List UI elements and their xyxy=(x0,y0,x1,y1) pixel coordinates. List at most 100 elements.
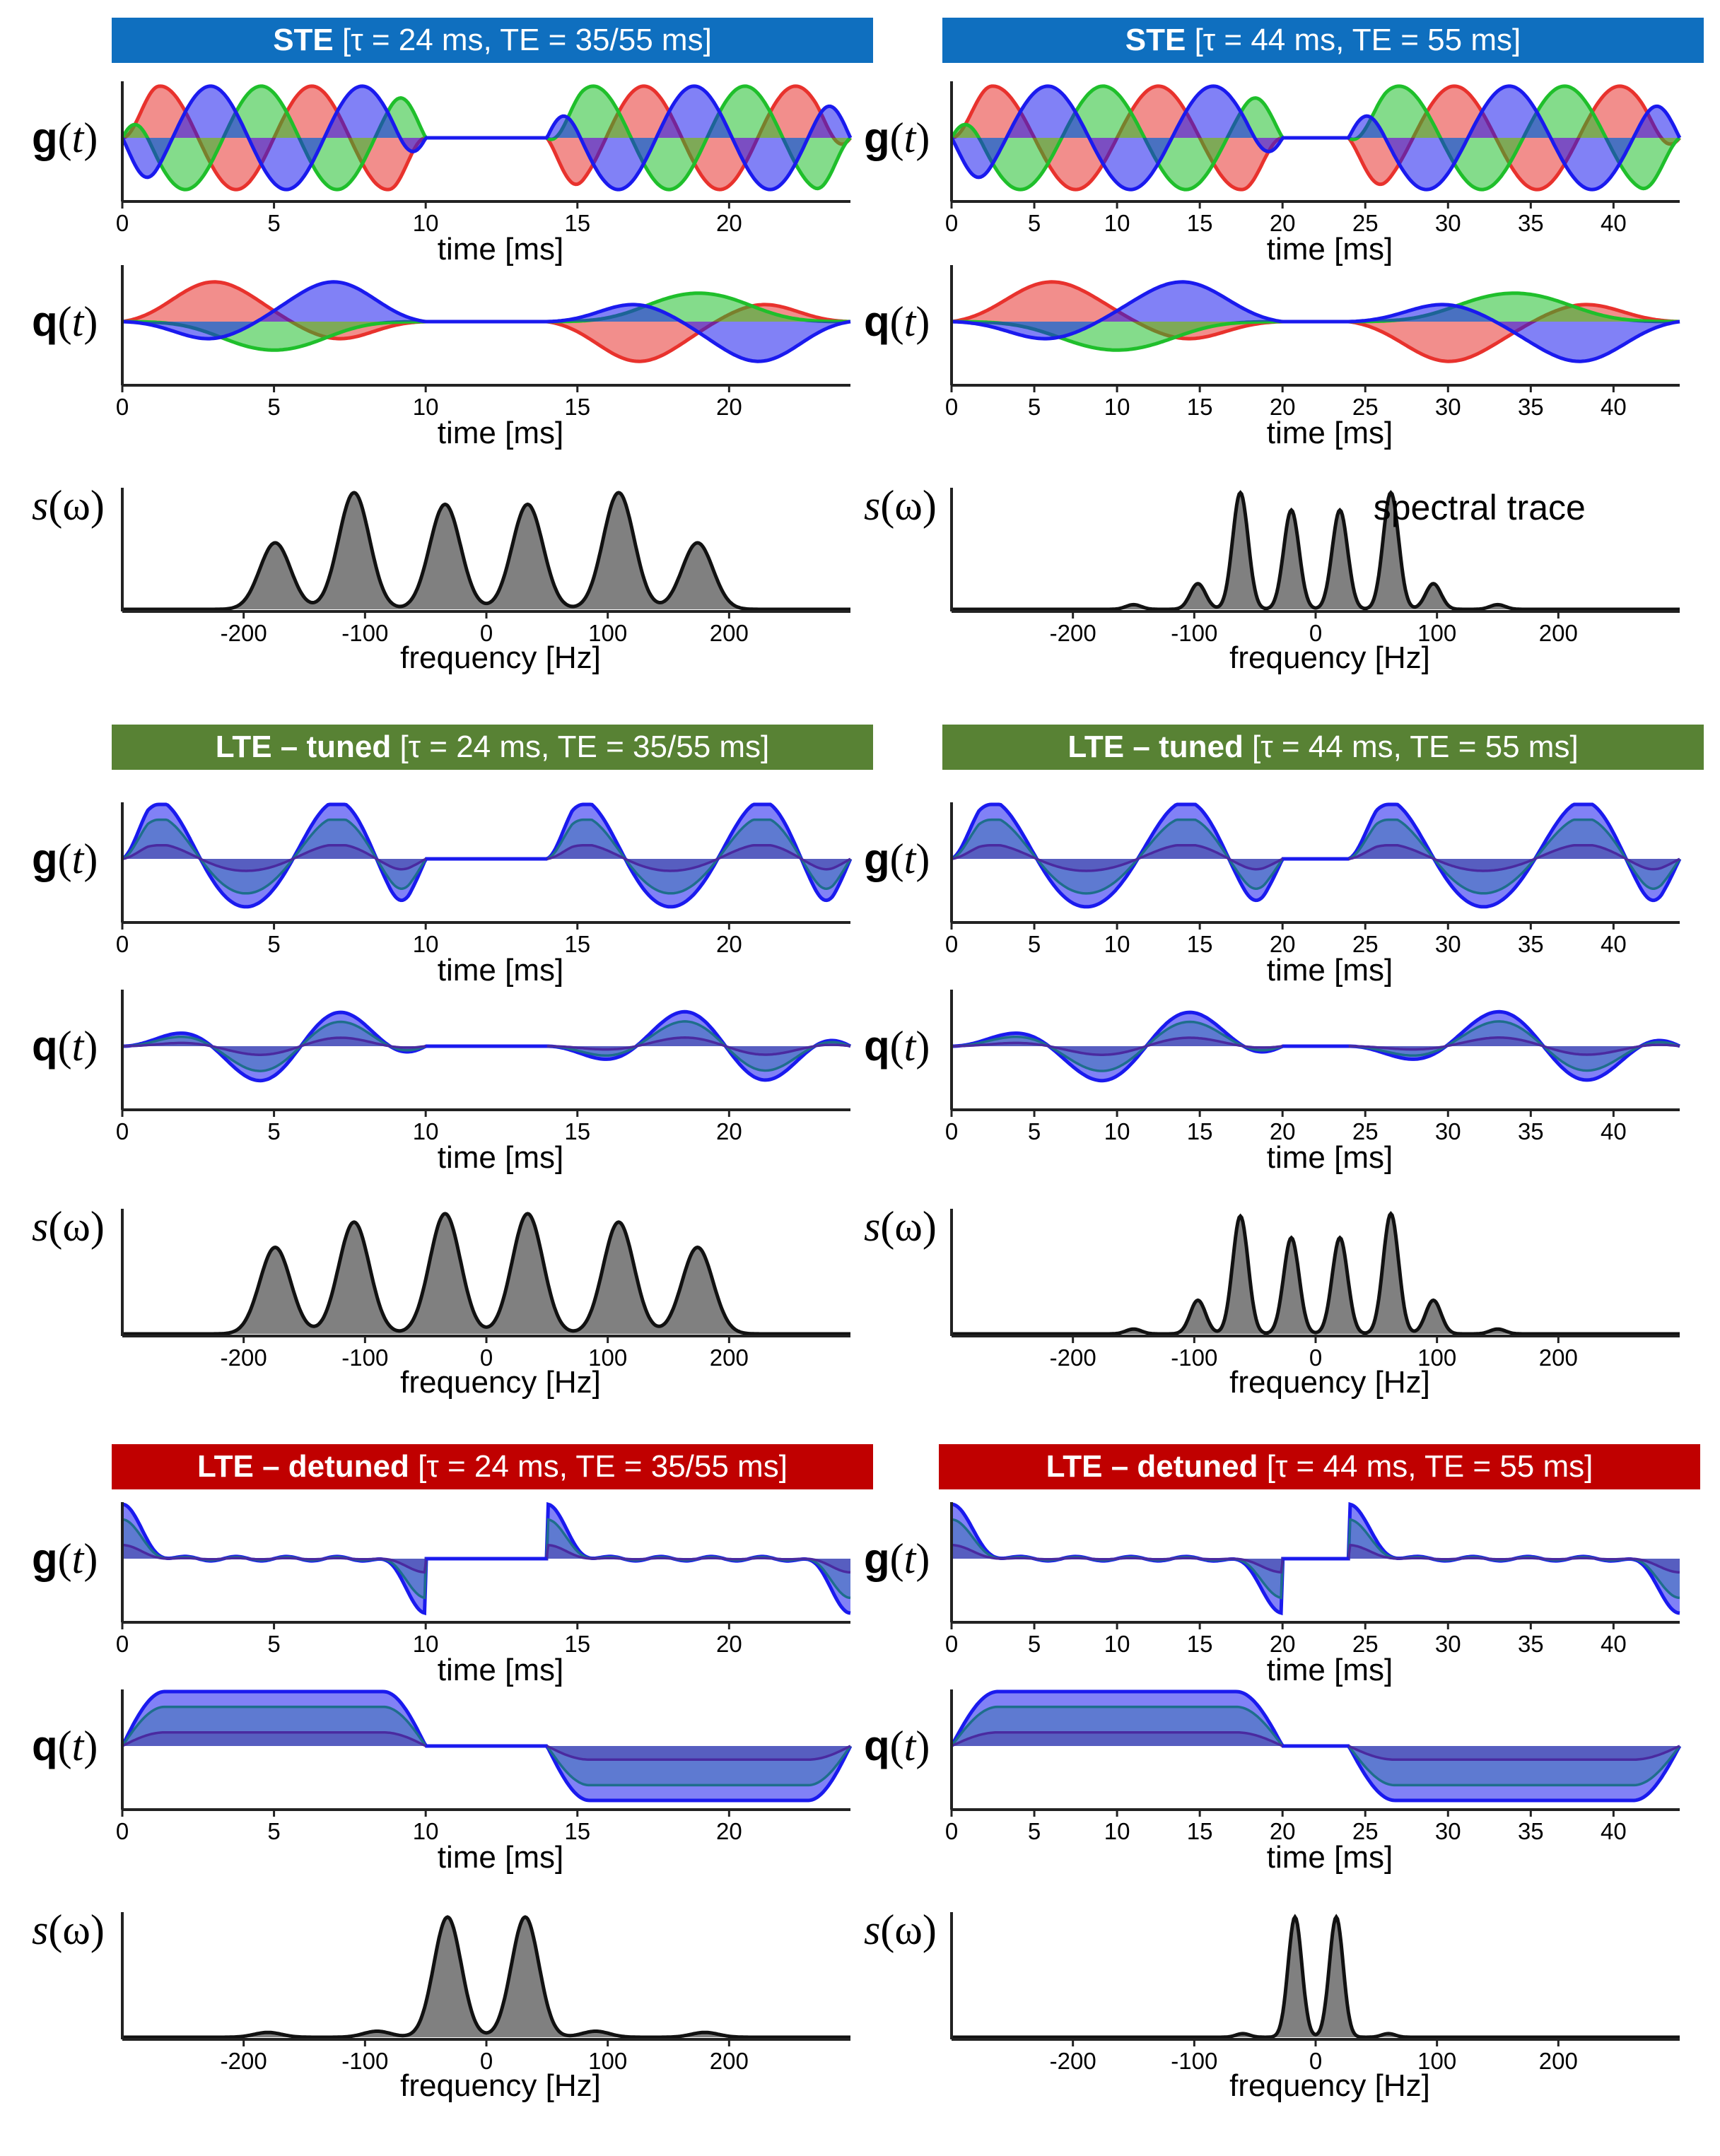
ste-44-q-ticklabel-25: 25 xyxy=(1352,394,1379,420)
ste-44-g-ticklabel-40: 40 xyxy=(1601,210,1627,236)
lte-tuned-24-q-ticklabel-0: 0 xyxy=(116,1118,129,1144)
lte-tuned-24-s-ticklabel--100: -100 xyxy=(341,1344,388,1371)
lte-detuned-24-g-xlabel: time [ms] xyxy=(438,1653,563,1687)
lte-detuned-44-q-ticklabel-35: 35 xyxy=(1518,1818,1544,1844)
lte-tuned-44-q-chart: 0 5 10 15 20 25 30 35 40 time [ms] q(t) xyxy=(864,990,1681,1175)
lte-tuned-44-g-ticklabel-25: 25 xyxy=(1352,931,1379,957)
lte-tuned-44-g-ticklabel-20: 20 xyxy=(1270,931,1296,957)
ste-44-q-ylabel: q(t) xyxy=(864,298,930,345)
lte-detuned-24-s-xlabel: frequency [Hz] xyxy=(400,2068,601,2103)
ste-44-s-trace xyxy=(952,490,1680,611)
lte-detuned-44-q-ticklabel-15: 15 xyxy=(1187,1818,1213,1844)
lte-detuned-44-q-ticklabel-20: 20 xyxy=(1270,1818,1296,1844)
ste-24-s-chart: -200 -100 0 100 200 frequency [Hz] s(ω) xyxy=(32,482,850,675)
lte-detuned-44-s-peak-3 xyxy=(1365,2033,1412,2037)
lte-tuned-44-s-peak-4 xyxy=(1314,1238,1367,1334)
lte-tuned-44-s-ticklabel-200: 200 xyxy=(1539,1344,1578,1371)
lte-detuned-24-g-ticklabel-10: 10 xyxy=(413,1631,439,1657)
lte-tuned-44-q-ticklabel-30: 30 xyxy=(1435,1118,1461,1144)
lte-tuned-24-q-ticklabel-5: 5 xyxy=(267,1118,280,1144)
ste-24-s-peak-3 xyxy=(475,504,580,609)
lte-detuned-24-q-fill-dir3 xyxy=(122,1732,850,1760)
ste-44-q-ticklabel-30: 30 xyxy=(1435,394,1461,420)
ste-44-s-ticklabel-200: 200 xyxy=(1539,620,1578,646)
ste-44-s-peak-0 xyxy=(1107,604,1160,609)
lte-detuned-44-g-chart: 0 5 10 15 20 25 30 35 40 time [ms] g(t) xyxy=(864,1501,1680,1687)
lte-tuned-44-g-chart: 0 5 10 15 20 25 30 35 40 time [ms] g(t) xyxy=(864,802,1682,988)
ste-24-g-ticklabel-5: 5 xyxy=(267,210,280,236)
lte-tuned-44-q-ticklabel-25: 25 xyxy=(1352,1118,1379,1144)
lte-tuned-24-s-peak-2 xyxy=(392,1214,498,1334)
lte-tuned-24-g-fill-dir3 xyxy=(122,845,850,871)
ste-44-s-ticklabel-100: 100 xyxy=(1417,620,1456,646)
lte-tuned-44-q-ticklabel-5: 5 xyxy=(1028,1118,1041,1144)
ste-24-q-ticklabel-5: 5 xyxy=(267,394,280,420)
lte-detuned-24-q-ticklabel-5: 5 xyxy=(267,1818,280,1844)
ste-24-g-ticklabel-0: 0 xyxy=(116,210,129,236)
lte-detuned-44-g-ticklabel-0: 0 xyxy=(945,1631,958,1657)
ste-44-s-peak-2 xyxy=(1214,493,1267,609)
ste-44-s-ticklabel--100: -100 xyxy=(1171,620,1217,646)
lte-tuned-24-s-peak-0 xyxy=(223,1247,328,1334)
ste-44-g-ylabel: g(t) xyxy=(864,114,930,161)
ste-24-g-ticklabel-15: 15 xyxy=(564,210,590,236)
lte-detuned-44-s-peak-1 xyxy=(1271,1917,1318,2037)
lte-detuned-44-g-ticklabel-5: 5 xyxy=(1028,1631,1041,1657)
lte-tuned-44-s-peak-1 xyxy=(1171,1300,1224,1334)
lte-tuned-24-s-ticklabel-100: 100 xyxy=(588,1344,627,1371)
lte-detuned-24-q-ticklabel-20: 20 xyxy=(716,1818,742,1844)
lte-tuned-44-g-xlabel: time [ms] xyxy=(1267,953,1393,988)
ste-44-q-ticklabel-5: 5 xyxy=(1028,394,1041,420)
lte-tuned-24-s-ticklabel-0: 0 xyxy=(480,1344,493,1371)
ste-24-s-xlabel: frequency [Hz] xyxy=(400,640,601,675)
lte-tuned-44-g-fill-dir2 xyxy=(952,819,1680,894)
lte-detuned-44-s-ticklabel-0: 0 xyxy=(1309,2048,1322,2074)
lte-detuned-44-s-ylabel: s(ω) xyxy=(864,1906,937,1953)
ste-44-s-peak-7 xyxy=(1471,604,1524,609)
ste-44-s-chart: -200 -100 0 100 200 frequency [Hz] s(ω) spectra… xyxy=(864,482,1680,675)
ste-24-s-peak-2 xyxy=(392,504,498,609)
lte-detuned-24-g-ticklabel-15: 15 xyxy=(564,1631,590,1657)
lte-detuned-44-s-ticklabel--100: -100 xyxy=(1171,2048,1217,2074)
lte-tuned-44-s-peak-7 xyxy=(1471,1329,1524,1334)
lte-tuned-44-s-peak-0 xyxy=(1107,1329,1160,1334)
lte-detuned-44-s-ticklabel-200: 200 xyxy=(1539,2048,1578,2074)
ste-24-s-ticklabel--200: -200 xyxy=(221,620,267,646)
lte-tuned-44-g-fill-dir3 xyxy=(952,845,1680,871)
lte-tuned-24-g-ticklabel-0: 0 xyxy=(116,931,129,957)
ste-24-q-xlabel: time [ms] xyxy=(438,416,563,450)
ste-24-g-xlabel: time [ms] xyxy=(438,232,563,266)
banner-lte-detuned-24: LTE – detuned [τ = 24 ms, TE = 35/55 ms] xyxy=(112,1444,873,1489)
lte-tuned-24-s-peak-1 xyxy=(301,1221,406,1334)
lte-detuned-44-g-xlabel: time [ms] xyxy=(1267,1653,1393,1687)
ste-24-s-ticklabel-100: 100 xyxy=(588,620,627,646)
lte-detuned-44-q-ticklabel-5: 5 xyxy=(1028,1818,1041,1844)
ste-44-g-ticklabel-10: 10 xyxy=(1104,210,1130,236)
lte-detuned-44-q-fill-dir3 xyxy=(952,1732,1680,1760)
lte-detuned-24-g-ticklabel-0: 0 xyxy=(116,1631,129,1657)
lte-detuned-24-q-ylabel: q(t) xyxy=(32,1722,98,1769)
ste-44-g-ticklabel-15: 15 xyxy=(1187,210,1213,236)
lte-detuned-24-s-ticklabel--200: -200 xyxy=(221,2048,267,2074)
lte-tuned-24-g-chart: 0 5 10 15 20 time [ms] g(t) xyxy=(32,802,853,988)
lte-tuned-24-g-ticklabel-15: 15 xyxy=(564,931,590,957)
lte-tuned-44-s-peak-6 xyxy=(1407,1300,1460,1334)
lte-detuned-24-s-ticklabel--100: -100 xyxy=(341,2048,388,2074)
lte-tuned-44-q-ticklabel-40: 40 xyxy=(1601,1118,1627,1144)
lte-tuned-44-q-fill-dir2 xyxy=(952,1021,1680,1071)
lte-detuned-24-q-chart: 0 5 10 15 20 time [ms] q(t) xyxy=(32,1689,853,1875)
lte-detuned-24-g-ticklabel-5: 5 xyxy=(267,1631,280,1657)
ste-44-q-xlabel: time [ms] xyxy=(1267,416,1393,450)
lte-detuned-44-q-chart: 0 5 10 15 20 25 30 35 40 time [ms] q(t) xyxy=(864,1689,1682,1875)
ste-44-q-ticklabel-20: 20 xyxy=(1270,394,1296,420)
lte-tuned-44-g-ticklabel-35: 35 xyxy=(1518,931,1544,957)
lte-detuned-24-s-peak-0 xyxy=(221,2032,315,2037)
lte-tuned-24-g-ticklabel-5: 5 xyxy=(267,931,280,957)
lte-tuned-44-q-ticklabel-20: 20 xyxy=(1270,1118,1296,1144)
lte-tuned-44-q-ylabel: q(t) xyxy=(864,1022,930,1070)
ste-24-s-peak-0 xyxy=(223,542,328,609)
lte-tuned-24-g-fill-dir1 xyxy=(122,804,850,907)
lte-detuned-44-g-ticklabel-40: 40 xyxy=(1601,1631,1627,1657)
ste-24-q-ticklabel-20: 20 xyxy=(716,394,742,420)
ste-24-g-ylabel: g(t) xyxy=(32,114,98,161)
